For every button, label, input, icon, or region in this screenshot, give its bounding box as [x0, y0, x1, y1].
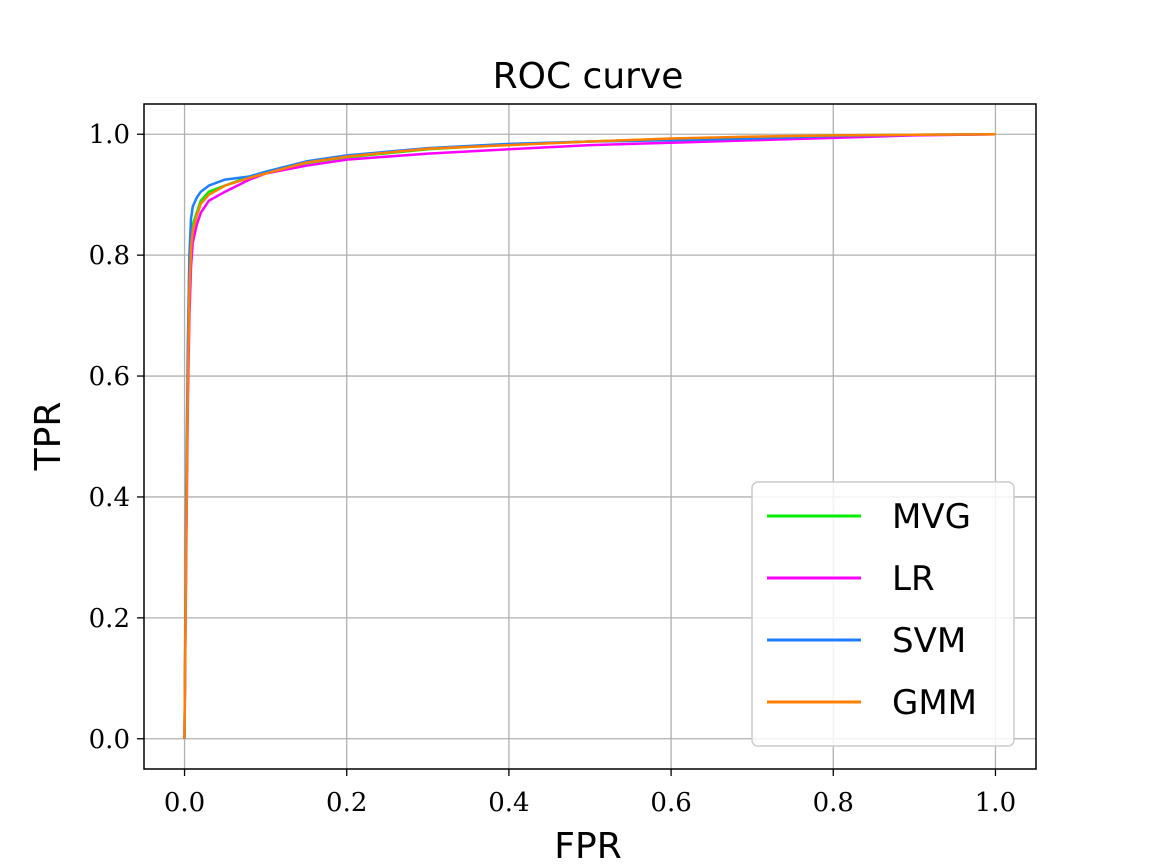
y-tick-label: 0.8 [89, 241, 130, 271]
legend: MVG LR SVM GMM [751, 481, 1015, 747]
x-tick-label: 0.8 [813, 788, 854, 818]
x-axis-label: FPR [554, 826, 621, 864]
y-tick-label: 0.6 [89, 362, 130, 392]
x-tick-label: 0.6 [650, 788, 691, 818]
grid [144, 104, 1036, 769]
x-tick-label: 0.0 [164, 788, 205, 818]
axis-ticks: 0.0 0.2 0.4 0.6 0.8 1.0 0.0 0.2 0.4 0.6 0.8 1.0 [89, 120, 1016, 818]
y-tick-label: 0.4 [89, 483, 130, 513]
y-axis-label: TPR [28, 402, 69, 472]
plot-series [183, 132, 996, 739]
series-line-gmm [183, 132, 996, 739]
y-tick-label: 1.0 [89, 120, 130, 150]
y-tick-label: 0.2 [89, 604, 130, 634]
legend-label-svm: SVM [892, 621, 966, 661]
y-tick-label: 0.0 [89, 725, 130, 755]
x-tick-label: 1.0 [975, 788, 1016, 818]
x-tick-label: 0.4 [488, 788, 529, 818]
legend-label-mvg: MVG [892, 497, 971, 537]
series-line-svm [183, 132, 996, 739]
chart-title: ROC curve [493, 56, 684, 97]
legend-label-gmm: GMM [892, 683, 977, 723]
plot-area-frame [143, 103, 1037, 770]
legend-label-lr: LR [892, 559, 935, 599]
x-tick-label: 0.2 [326, 788, 367, 818]
legend-box [751, 481, 1015, 747]
